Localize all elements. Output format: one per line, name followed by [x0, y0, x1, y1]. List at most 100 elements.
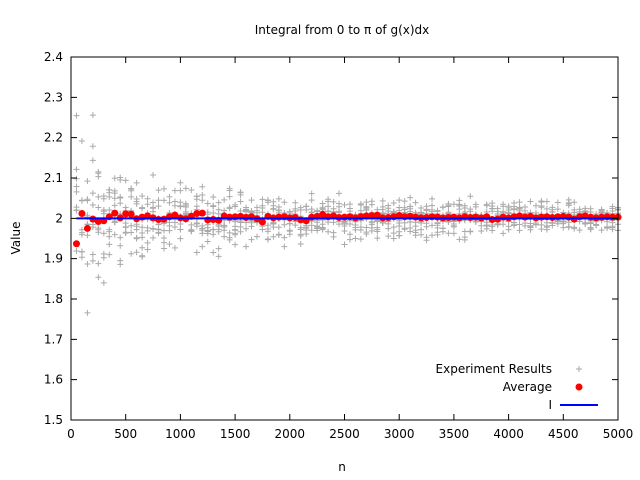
experiment-point [418, 226, 425, 233]
experiment-point [505, 223, 512, 230]
experiment-point [84, 232, 91, 239]
experiment-point [150, 225, 157, 232]
experiment-point [385, 225, 392, 232]
experiment-point [95, 226, 102, 233]
experiment-point [368, 201, 375, 208]
experiment-point [489, 205, 496, 212]
experiment-point [78, 254, 85, 261]
experiment-point [275, 232, 282, 239]
experiment-point [330, 198, 337, 205]
experiment-point [407, 219, 414, 226]
axes: 0 500 1000 1500 2000 2500 3000 3500 4000 4500 5000… [44, 50, 633, 441]
average-point [198, 209, 206, 217]
experiment-point [193, 203, 200, 210]
experiment-point [286, 231, 293, 238]
average-point [368, 212, 376, 220]
experiment-point [232, 201, 239, 208]
experiment-point [418, 209, 425, 216]
experiment-point [199, 183, 206, 190]
x-tick-label: 3000 [384, 427, 415, 441]
experiment-point [511, 200, 518, 207]
experiment-point [100, 210, 107, 217]
x-tick-label: 4000 [493, 427, 524, 441]
experiment-point [78, 197, 85, 204]
average-point [72, 240, 80, 248]
experiment-point [221, 196, 228, 203]
experiment-point [412, 199, 419, 206]
experiment-point [489, 222, 496, 229]
experiment-point [144, 239, 151, 246]
experiment-point [150, 234, 157, 241]
experiment-point [303, 206, 310, 213]
experiment-point [445, 203, 452, 210]
y-tick-label: 2.1 [44, 171, 63, 185]
experiment-point [346, 205, 353, 212]
experiment-point [89, 143, 96, 150]
experiment-point [204, 238, 211, 245]
experiment-point [166, 222, 173, 229]
x-tick-label: 1500 [220, 427, 251, 441]
experiment-point [390, 230, 397, 237]
experiment-point [292, 208, 299, 215]
experiment-point [264, 228, 271, 235]
experiment-point [325, 198, 332, 205]
y-tick-label: 1.7 [44, 332, 63, 346]
experiment-point [275, 224, 282, 231]
experiment-point [117, 261, 124, 268]
experiment-point [199, 230, 206, 237]
experiment-point [144, 246, 151, 253]
experiment-point [489, 227, 496, 234]
experiment-point [325, 228, 332, 235]
experiment-point [73, 188, 80, 195]
experiment-point [188, 187, 195, 194]
experiment-point [232, 241, 239, 248]
experiment-point [598, 206, 605, 213]
experiment-point [106, 233, 113, 240]
experiment-point [133, 200, 140, 207]
experiment-point [111, 195, 118, 202]
experiment-point [297, 232, 304, 239]
experiment-point [111, 175, 118, 182]
experiment-point [554, 199, 561, 206]
average-point [373, 211, 381, 219]
experiment-results-points [73, 112, 621, 316]
experiment-point [166, 199, 173, 206]
experiment-point [543, 205, 550, 212]
experiment-point [226, 204, 233, 211]
experiment-point [538, 226, 545, 233]
experiment-point [297, 241, 304, 248]
experiment-point [286, 220, 293, 227]
experiment-point [78, 248, 85, 255]
experiment-point [341, 227, 348, 234]
experiment-point [511, 222, 518, 229]
legend: Experiment Results Average I [436, 362, 598, 412]
y-tick-label: 2.4 [44, 50, 63, 64]
experiment-point [89, 251, 96, 258]
experiment-point [139, 192, 146, 199]
experiment-point [472, 203, 479, 210]
experiment-point [177, 226, 184, 233]
experiment-point [357, 201, 364, 208]
x-tick-label: 2500 [329, 427, 360, 441]
legend-average-symbol [575, 383, 583, 391]
legend-integral-label: I [548, 398, 552, 412]
experiment-point [199, 191, 206, 198]
experiment-point [450, 230, 457, 237]
experiment-point [429, 195, 436, 202]
experiment-point [106, 251, 113, 258]
experiment-point [139, 224, 146, 231]
experiment-point [363, 204, 370, 211]
experiment-point [314, 219, 321, 226]
experiment-point [221, 222, 228, 229]
experiment-point [144, 201, 151, 208]
experiment-point [182, 208, 189, 215]
experiment-point [73, 183, 80, 190]
experiment-point [330, 229, 337, 236]
experiment-point [106, 241, 113, 248]
experiment-point [204, 200, 211, 207]
experiment-point [297, 224, 304, 231]
experiment-point [210, 202, 217, 209]
experiment-point [199, 243, 206, 250]
experiment-point [84, 309, 91, 316]
